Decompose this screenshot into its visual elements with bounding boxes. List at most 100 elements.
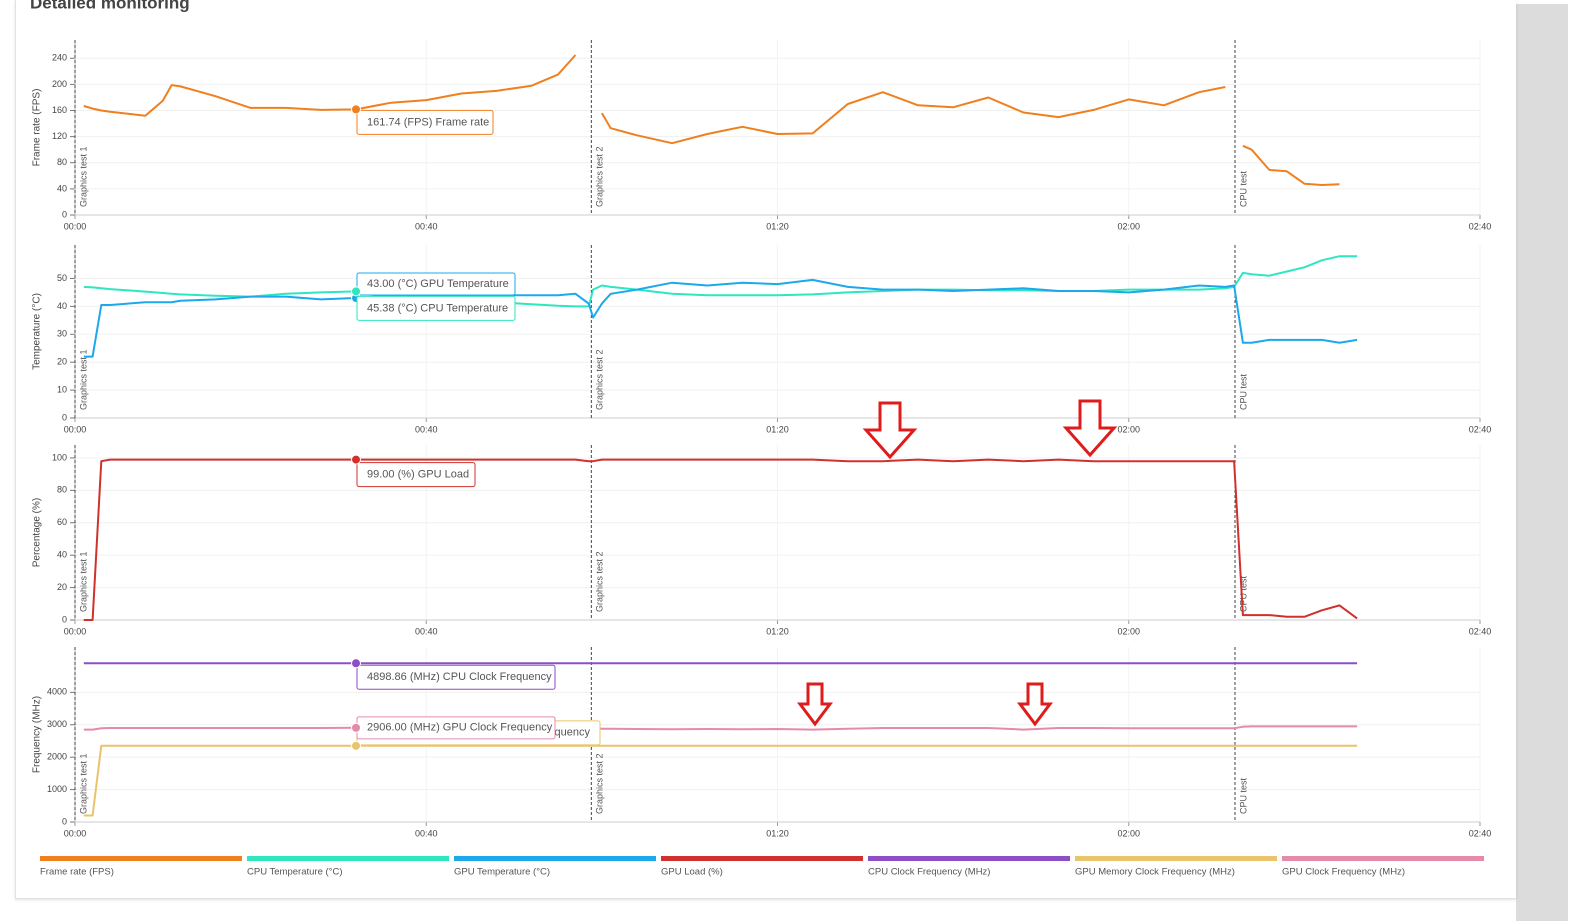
y-tick-label: 240 (52, 53, 67, 63)
phase-label: Graphics test 2 (595, 753, 605, 814)
legend-swatch (661, 856, 863, 861)
x-tick-label: 00:40 (415, 221, 438, 231)
y-tick-label: 160 (52, 105, 67, 115)
tooltip-text: 45.38 (°C) CPU Temperature (367, 302, 508, 314)
series-line (83, 725, 1358, 731)
x-tick-label: 02:00 (1117, 424, 1140, 434)
tooltip-dot (351, 722, 361, 733)
legend-swatch (247, 856, 449, 861)
y-tick-label: 1000 (47, 784, 67, 794)
side-panel (1516, 4, 1568, 921)
x-tick-label: 02:00 (1117, 626, 1140, 636)
y-tick-label: 10 (57, 384, 67, 394)
arrow (862, 401, 918, 460)
legend-swatch (868, 856, 1070, 861)
x-tick-label: 02:40 (1469, 424, 1492, 434)
y-tick-label: 120 (52, 131, 67, 141)
tooltip-text: quency (555, 727, 591, 739)
tooltip-dot (351, 104, 361, 115)
y-tick-label: 0 (62, 209, 67, 219)
tooltip-dot (351, 454, 361, 465)
tooltip-dot (351, 658, 361, 669)
phase-label: Graphics test 2 (595, 349, 605, 410)
phase-label: CPU test (1238, 575, 1248, 612)
x-tick-label: 01:20 (766, 424, 789, 434)
arrow (1062, 399, 1118, 458)
legend-swatch (1075, 856, 1277, 861)
tooltip-text: 2906.00 (MHz) GPU Clock Frequency (367, 722, 553, 734)
phase-label: Graphics test 2 (595, 146, 605, 207)
y-tick-label: 40 (57, 301, 67, 311)
x-tick-label: 00:40 (415, 828, 438, 838)
tooltip-dot (351, 740, 361, 751)
y-tick-label: 40 (57, 550, 67, 560)
chart: 0 20 40 60 80 100 00:00 00:40 01:20 02:00 02:40 Per… (32, 445, 1491, 636)
y-tick-label: 4000 (47, 687, 67, 697)
legend-swatch (1282, 856, 1484, 861)
legend-swatch (40, 856, 242, 861)
y-tick-label: 0 (62, 816, 67, 826)
tooltip-box (356, 664, 556, 690)
series-line (83, 255, 1358, 308)
card (15, 0, 1516, 899)
chart: 0 40 80 120 160 200 240 00:00 00:40 01:20 02:00 02:… (32, 40, 1492, 231)
x-tick-label: 01:20 (766, 221, 789, 231)
legend-label: CPU Temperature (°C) (247, 867, 342, 878)
phase-label: Graphics test 1 (78, 753, 88, 814)
phase-label: Graphics test 2 (595, 551, 605, 612)
x-tick-label: 00:00 (64, 221, 87, 231)
tooltip-box (356, 109, 494, 135)
tooltip-text: 161.74 (FPS) Frame rate (367, 116, 489, 128)
legend-label: GPU Temperature (°C) (454, 867, 550, 878)
legend-label: GPU Load (%) (661, 867, 723, 878)
phase-label: CPU test (1238, 777, 1248, 814)
y-tick-label: 40 (57, 183, 67, 193)
y-tick-label: 80 (57, 485, 67, 495)
series-line (83, 458, 1358, 621)
legend-swatch (454, 856, 656, 861)
x-tick-label: 02:00 (1117, 828, 1140, 838)
x-tick-label: 02:00 (1117, 221, 1140, 231)
phase-label: Graphics test 1 (78, 349, 88, 410)
legend-label: CPU Clock Frequency (MHz) (868, 867, 990, 878)
legend-label: GPU Clock Frequency (MHz) (1282, 867, 1405, 878)
y-tick-label: 100 (52, 452, 67, 462)
phase-label: Graphics test 1 (78, 551, 88, 612)
y-tick-label: 200 (52, 79, 67, 89)
y-tick-label: 20 (57, 357, 67, 367)
x-tick-label: 00:00 (64, 424, 87, 434)
x-tick-label: 01:20 (766, 828, 789, 838)
phase-label: Graphics test 1 (78, 146, 88, 207)
legend-label: GPU Memory Clock Frequency (MHz) (1075, 867, 1235, 878)
tooltip-dot (351, 286, 361, 297)
page-title: Detailed monitoring (30, 0, 190, 12)
arrow (797, 682, 833, 727)
y-axis-label: Frequency (MHz) (32, 696, 43, 773)
chart: 0 10 20 30 40 50 00:00 00:40 01:20 02:00 02:40 Temp… (32, 245, 1492, 434)
chart: 0 1000 2000 3000 4000 00:00 00:40 01:20 02:00 02:… (32, 647, 1492, 838)
series-line (83, 278, 1358, 358)
y-axis-label: Frame rate (FPS) (32, 89, 43, 167)
y-tick-label: 80 (57, 157, 67, 167)
x-tick-label: 02:40 (1469, 828, 1492, 838)
phase-label: CPU test (1238, 170, 1248, 207)
series-line (83, 54, 1340, 186)
x-tick-label: 00:40 (415, 626, 438, 636)
y-tick-label: 50 (57, 273, 67, 283)
y-tick-label: 0 (62, 412, 67, 422)
tooltip-box (356, 272, 516, 296)
x-tick-label: 00:00 (64, 626, 87, 636)
y-axis-label: Temperature (°C) (32, 293, 43, 370)
x-tick-label: 02:40 (1469, 221, 1492, 231)
annotation-arrows (797, 399, 1118, 727)
y-tick-label: 2000 (47, 752, 67, 762)
arrow (1017, 682, 1053, 727)
y-axis-label: Percentage (%) (32, 498, 43, 567)
x-tick-label: 01:20 (766, 626, 789, 636)
tooltip-box (356, 295, 516, 321)
legend-label: Frame rate (FPS) (40, 867, 114, 878)
x-tick-label: 00:00 (64, 828, 87, 838)
y-tick-label: 60 (57, 517, 67, 527)
